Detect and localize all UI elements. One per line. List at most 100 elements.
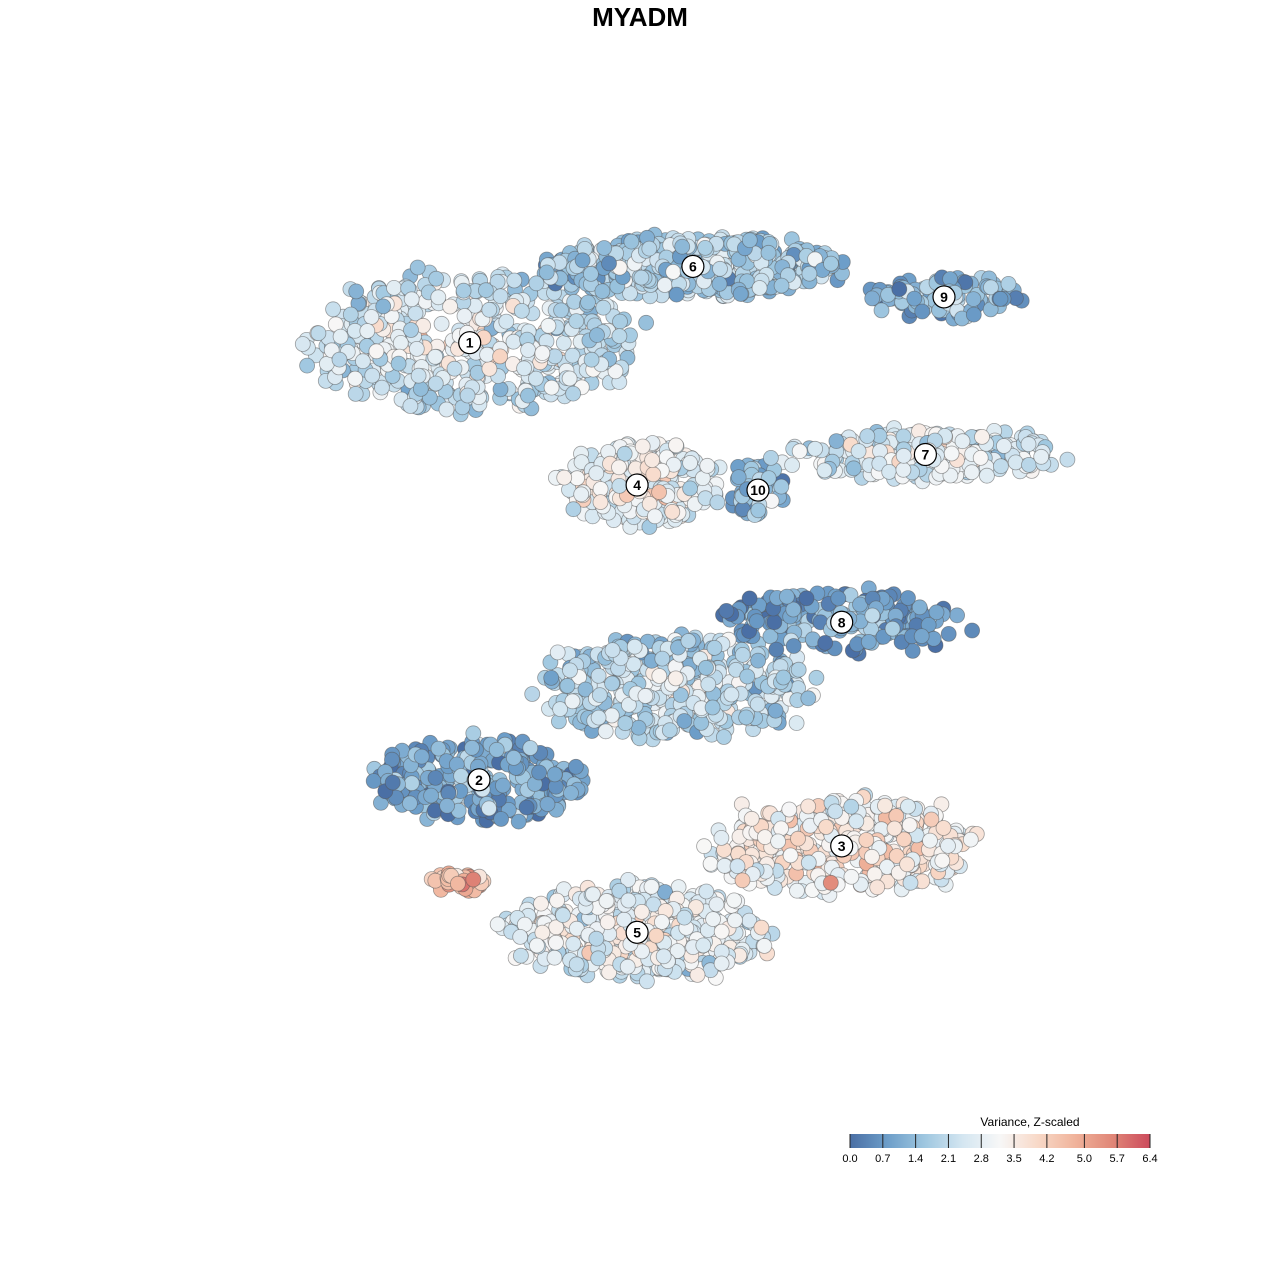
data-point [552,701,568,717]
data-point [603,707,620,724]
legend-tick-label: 1.4 [908,1153,923,1165]
data-point [645,896,662,913]
cluster-label-badge [932,285,956,309]
data-point [913,628,930,644]
data-point [828,433,845,450]
data-point [864,848,880,865]
data-point [682,454,698,471]
data-point [896,831,912,848]
data-point [674,238,691,255]
data-point [423,787,440,804]
data-point [402,398,419,414]
data-point [299,357,316,374]
data-point [1007,454,1024,471]
data-point [992,290,1009,307]
data-point [773,478,790,495]
data-point [359,323,376,339]
data-point [386,279,402,296]
legend-tick-label: 4.2 [1039,1153,1054,1165]
data-point [331,351,348,368]
data-point [698,659,714,676]
data-point [751,280,768,296]
data-point [294,336,311,352]
cluster-labels-layer: 1 2 3 4 5 6 7 8 9 10 [458,254,956,944]
data-point [590,667,607,684]
data-point [935,820,952,836]
data-point [766,614,783,631]
data-point [749,696,766,713]
data-point [594,283,611,300]
data-point [620,892,637,909]
data-point [706,640,723,656]
data-point [373,379,390,396]
data-point [1000,275,1017,292]
data-point [943,445,960,462]
data-point [531,764,547,781]
data-point [655,948,672,965]
legend-tick-label: 2.1 [941,1153,956,1165]
cluster-label-text: 10 [750,482,766,498]
data-point [891,281,908,298]
data-point [756,938,773,954]
data-point [886,820,903,837]
data-point [709,494,726,511]
data-point [539,796,556,812]
data-point [782,847,799,864]
data-point [590,709,607,726]
legend-color-bar [850,1134,1150,1148]
data-point [455,282,472,299]
data-point [775,669,792,686]
data-point [601,964,617,981]
data-point [427,770,444,786]
data-point [704,699,721,716]
data-point [592,494,609,511]
data-point [972,449,989,466]
data-point [439,797,456,814]
data-point [757,829,773,845]
data-point [310,325,327,342]
data-point [489,916,506,933]
data-point [505,333,522,350]
data-point [768,641,785,658]
points-layer [294,226,1076,990]
data-point [743,810,760,827]
data-point [654,914,670,930]
data-point [516,360,532,377]
data-point [348,283,365,300]
data-point [583,265,599,282]
data-point [900,798,916,815]
data-point [433,315,450,332]
data-point [639,973,655,990]
data-point [493,811,510,827]
cluster-label: 1 [458,331,482,355]
data-point [979,467,995,484]
data-point [534,345,551,362]
data-point [817,635,834,651]
data-point [713,955,730,972]
data-point [481,301,498,318]
data-point [403,322,419,338]
data-point [672,687,689,703]
cluster-label-text: 6 [689,258,697,274]
data-point [595,299,612,316]
data-point [616,445,633,462]
data-point [940,626,957,642]
data-point [750,502,767,519]
data-point [568,313,585,330]
data-point [800,854,817,871]
data-point [413,748,430,765]
cluster-label-text: 7 [922,447,930,463]
data-point [711,275,728,292]
data-point [562,662,578,679]
data-point [788,715,805,731]
data-point [621,697,637,713]
data-point [553,302,569,319]
data-point [390,355,407,372]
data-point [974,428,990,445]
data-point [860,634,877,650]
data-point [664,503,681,520]
data-point [902,874,919,891]
data-point [626,638,643,655]
data-point [700,676,717,693]
data-point [564,347,581,364]
